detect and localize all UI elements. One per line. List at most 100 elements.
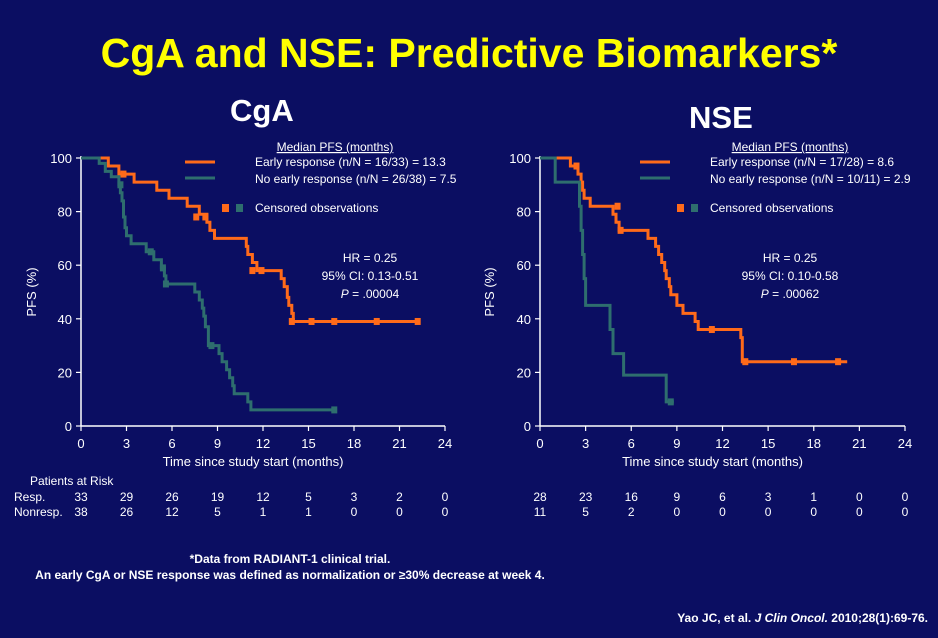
nse-risk-nonresp-cell: 5 [582,505,589,519]
cga-risk-resp-cell: 5 [305,490,312,504]
citation-details: 2010;28(1):69-76. [827,611,928,625]
nse-hr-text: HR = 0.25 [763,251,818,265]
nse-y-tick-label: 100 [509,151,531,166]
footnote-definition: An early CgA or NSE response was defined… [35,568,545,582]
nse-ci-text: 95% CI: 0.10-0.58 [742,269,839,283]
cga-risk-resp-cell: 12 [256,490,270,504]
cga-censored-mark [258,267,265,275]
nse-risk-nonresp-cell: 11 [533,505,547,519]
nse-y-axis-label: PFS (%) [482,267,497,316]
cga-censored-mark [193,213,200,221]
nse-x-tick-label: 18 [807,436,821,451]
cga-x-tick-label: 9 [214,436,221,451]
cga-risk-nonresp-cell: 0 [441,505,449,519]
nse-censored-mark [790,358,797,366]
cga-risk-nonresp-cell: 0 [396,505,403,519]
cga-y-tick-label: 60 [58,258,72,273]
nse-x-tick-label: 12 [715,436,729,451]
nse-x-tick-label: 21 [852,436,866,451]
nse-legend-censored: Censored observations [710,201,833,215]
cga-censored-mark [208,342,215,350]
citation-journal: J Clin Oncol. [754,611,828,625]
cga-hr-text: HR = 0.25 [343,251,398,265]
cga-series-line-no-early [81,156,335,412]
cga-legend-censored-early [222,204,229,212]
nse-censored-mark [667,398,674,406]
nse-risk-nonresp-cell: 0 [901,505,909,519]
risk-resp-label: Resp. [14,490,46,504]
cga-risk-resp-cell: 19 [210,490,225,504]
cga-legend-header: Median PFS (months) [277,140,394,154]
nse-risk-nonresp-cell: 2 [627,505,635,519]
nse-risk-nonresp-cell: 0 [764,505,772,519]
nse-risk-resp-cell: 0 [901,490,909,504]
nse-y-tick-label: 40 [517,312,531,327]
cga-x-tick-label: 15 [301,436,315,451]
nse-risk-resp-cell: 6 [719,490,726,504]
cga-legend-censored-no-early [236,204,243,212]
nse-risk-resp-cell: 16 [624,490,638,504]
nse-risk-resp-cell: 1 [810,490,818,504]
risk-table-heading: Patients at Risk [30,474,114,488]
cga-y-axis-label: PFS (%) [24,267,39,316]
nse-x-tick-label: 0 [536,436,543,451]
nse-censored-mark [708,326,715,334]
cga-risk-nonresp-cell: 5 [214,505,221,519]
nse-x-tick-label: 24 [898,436,912,451]
cga-risk-nonresp-cell: 0 [350,505,358,519]
cga-x-tick-label: 24 [438,436,452,451]
cga-censored-mark [308,317,315,325]
chart-subtitle-nse: NSE [689,100,753,135]
nse-y-tick-label: 0 [524,419,531,434]
nse-p-label: P [761,287,769,301]
cga-legend-censored: Censored observations [255,201,378,215]
cga-risk-nonresp-cell: 1 [305,505,312,519]
cga-y-tick-label: 100 [50,151,72,166]
cga-p-text: P = .00004 [341,287,400,301]
nse-risk-nonresp-cell: 0 [719,505,726,519]
cga-y-tick-label: 20 [58,365,72,380]
cga-censored-mark [414,317,421,325]
nse-censored-mark [573,162,580,170]
nse-censored-mark [742,358,749,366]
nse-risk-resp-cell: 9 [673,490,681,504]
nse-risk-nonresp-cell: 0 [856,505,863,519]
cga-p-value: = .00004 [349,287,400,301]
cga-risk-resp-cell: 29 [119,490,134,504]
nse-censored-mark [835,358,842,366]
cga-censored-mark [288,317,295,325]
cga-p-label: P [341,287,349,301]
cga-y-tick-label: 0 [65,419,72,434]
cga-risk-resp-cell: 0 [441,490,449,504]
nse-y-tick-label: 80 [517,205,531,220]
cga-censored-mark [162,280,169,288]
nse-x-tick-label: 3 [582,436,589,451]
cga-risk-resp-cell: 26 [165,490,179,504]
cga-legend-early: Early response (n/N = 16/33) = 13.3 [255,155,446,169]
cga-y-tick-label: 40 [58,312,72,327]
cga-risk-nonresp-cell: 12 [165,505,179,519]
nse-y-tick-label: 60 [517,258,531,273]
nse-series-line-no-early [540,156,674,404]
cga-x-tick-label: 12 [256,436,270,451]
nse-risk-resp-cell: 23 [578,490,593,504]
nse-x-tick-label: 9 [673,436,680,451]
nse-risk-resp-cell: 28 [533,490,547,504]
cga-censored-mark [159,264,166,272]
citation: Yao JC, et al. J Clin Oncol. 2010;28(1):… [677,611,928,625]
cga-censored-mark [120,170,127,178]
nse-series-line-early [540,156,848,364]
cga-risk-nonresp-cell: 38 [74,505,88,519]
cga-risk-resp-cell: 2 [396,490,403,504]
cga-risk-resp-cell: 3 [350,490,358,504]
nse-x-tick-label: 6 [628,436,635,451]
nse-legend-no-early: No early response (n/N = 10/11) = 2.9 [710,172,911,186]
slide-title: CgA and NSE: Predictive Biomarkers* [100,30,838,76]
nse-risk-nonresp-cell: 0 [810,505,818,519]
nse-censored-mark [617,226,624,234]
cga-censored-mark [147,248,154,256]
footnote-data-source: *Data from RADIANT-1 clinical trial. [189,552,391,566]
risk-nonresp-label: Nonresp. [14,505,63,519]
cga-x-tick-label: 18 [347,436,361,451]
cga-risk-nonresp-cell: 26 [119,505,134,519]
